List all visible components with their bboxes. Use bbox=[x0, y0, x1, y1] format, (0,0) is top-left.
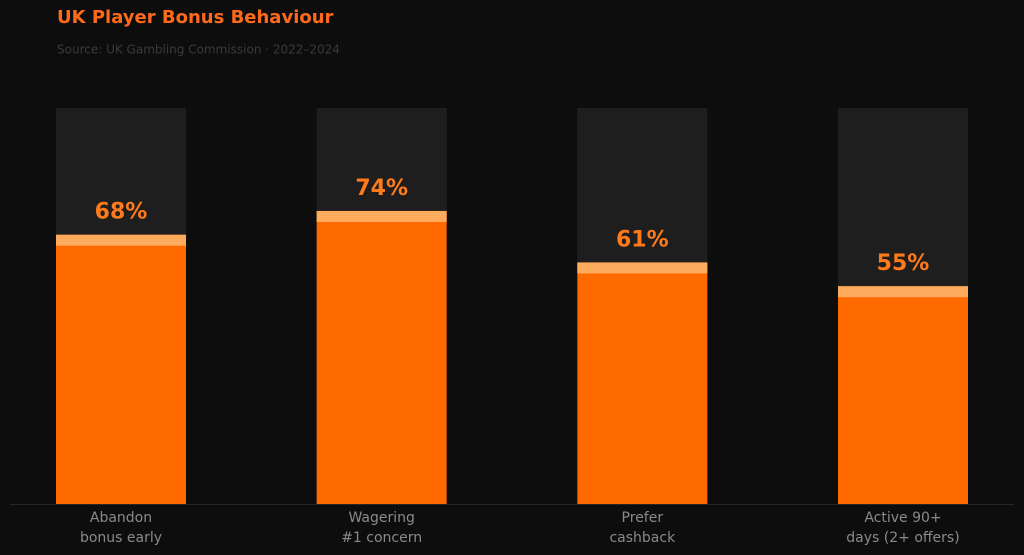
bar bbox=[316, 210, 447, 504]
value-label: 55% bbox=[877, 251, 930, 276]
bar-cap bbox=[56, 234, 186, 246]
chart-title: UK Player Bonus Behaviour bbox=[57, 7, 334, 28]
bar bbox=[838, 286, 968, 504]
x-tick-label: Wagering #1 concern bbox=[341, 510, 423, 546]
value-label: 61% bbox=[616, 227, 669, 252]
bar-cap bbox=[577, 262, 708, 274]
chart-subtitle: Source: UK Gambling Commission · 2022–20… bbox=[57, 43, 340, 57]
value-label: 74% bbox=[355, 176, 408, 201]
bar-cap bbox=[316, 210, 447, 222]
bar bbox=[56, 234, 186, 504]
value-label: 68% bbox=[95, 200, 148, 225]
x-tick-label: Abandon bonus early bbox=[79, 510, 163, 546]
x-tick-label: Prefer cashback bbox=[609, 510, 676, 546]
bar bbox=[577, 262, 708, 504]
x-tick-label: Active 90+ days (2+ offers) bbox=[846, 510, 960, 546]
bar-cap bbox=[838, 286, 968, 298]
